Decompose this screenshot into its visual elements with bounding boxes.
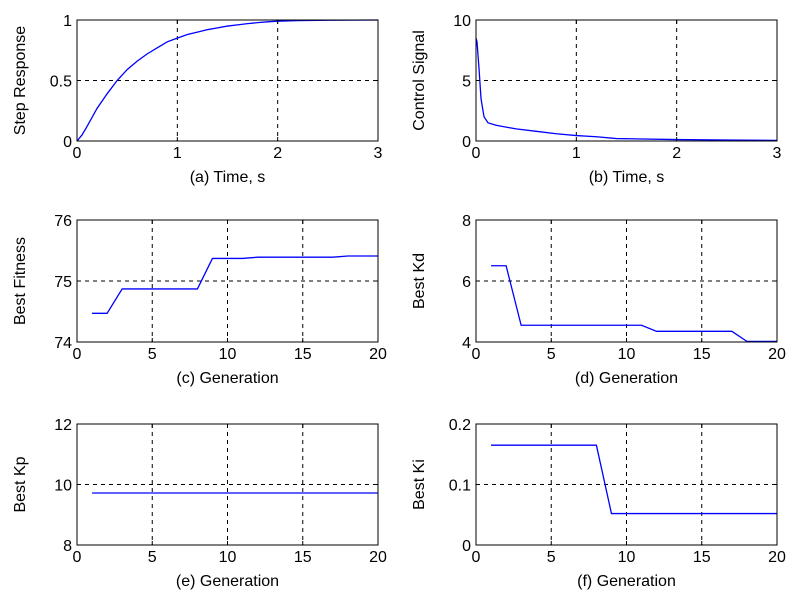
y-tick-label: 0.1 <box>449 478 471 495</box>
x-tick-label: 0 <box>73 145 82 162</box>
plot-area <box>476 20 777 141</box>
x-tick-label: 0 <box>472 145 481 162</box>
x-tick-label: 1 <box>572 145 581 162</box>
x-tick-label: 5 <box>148 549 157 566</box>
x-tick-label: 10 <box>618 346 636 363</box>
x-tick-label: 5 <box>547 346 556 363</box>
chart-panel-1: 0 1 2 3 0 0.5 1 (a) Time, s Step Response <box>12 13 383 186</box>
x-tick-label: 15 <box>294 346 312 363</box>
y-tick-label: 0.5 <box>50 74 72 91</box>
y-axis-label: Best Fitness <box>12 237 29 325</box>
x-tick-label: 15 <box>693 346 711 363</box>
x-tick-label: 15 <box>294 549 312 566</box>
y-tick-label: 10 <box>54 478 72 495</box>
y-tick-label: 0 <box>63 134 72 151</box>
chart-panel-4: 0 5 10 15 20 4 6 8 (d) Generation Best Kd <box>411 213 786 387</box>
x-tick-label: 3 <box>374 145 383 162</box>
y-tick-label: 12 <box>54 417 72 434</box>
x-tick-label: 0 <box>73 346 82 363</box>
series-line-1 <box>475 37 778 142</box>
x-tick-label: 0 <box>472 549 481 566</box>
y-tick-label: 10 <box>453 13 471 30</box>
x-tick-label: 20 <box>369 549 387 566</box>
x-tick-label: 10 <box>219 549 237 566</box>
x-tick-label: 5 <box>547 549 556 566</box>
x-tick-label: 10 <box>618 549 636 566</box>
x-tick-label: 2 <box>273 145 282 162</box>
chart-panel-6: 0 5 10 15 20 0 0.1 0.2 (f) Generation Best Ki <box>411 417 786 590</box>
x-axis-label: (b) Time, s <box>589 169 665 186</box>
chart-panel-5: 0 5 10 15 20 8 10 12 (e) Generation Best Kp <box>12 417 387 590</box>
y-tick-label: 4 <box>462 335 471 352</box>
y-axis-label: Best Kd <box>411 253 428 309</box>
chart-panel-3: 0 5 10 15 20 74 75 76 (c) Generation Best Fitness <box>12 213 387 387</box>
y-tick-label: 5 <box>462 74 471 91</box>
x-axis-label: (a) Time, s <box>190 169 266 186</box>
x-tick-label: 20 <box>768 346 786 363</box>
series-line-1 <box>76 19 379 142</box>
series-line-1 <box>92 255 378 314</box>
y-axis-label: Step Response <box>12 26 29 136</box>
x-tick-label: 20 <box>768 549 786 566</box>
x-axis-label: (c) Generation <box>176 370 278 387</box>
x-axis-label: (e) Generation <box>176 573 279 590</box>
y-axis-label: Best Kp <box>12 456 29 512</box>
chart-panel-2: 0 1 2 3 0 5 10 (b) Time, s Control Signal <box>411 13 782 186</box>
series-line-1 <box>491 444 777 515</box>
y-tick-label: 76 <box>54 213 72 230</box>
x-tick-label: 20 <box>369 346 387 363</box>
y-tick-label: 0 <box>462 134 471 151</box>
x-tick-label: 3 <box>773 145 782 162</box>
x-tick-label: 15 <box>693 549 711 566</box>
y-tick-label: 0 <box>462 538 471 555</box>
y-tick-label: 75 <box>54 274 72 291</box>
series-line-1 <box>491 265 777 343</box>
y-axis-label: Best Ki <box>411 459 428 510</box>
y-tick-label: 0.2 <box>449 417 471 434</box>
y-tick-label: 8 <box>63 538 72 555</box>
x-axis-label: (f) Generation <box>577 573 676 590</box>
x-axis-label: (d) Generation <box>575 370 678 387</box>
x-tick-label: 5 <box>148 346 157 363</box>
y-axis-label: Control Signal <box>411 30 428 131</box>
plot-area <box>77 20 378 141</box>
x-tick-label: 0 <box>472 346 481 363</box>
y-tick-label: 6 <box>462 274 471 291</box>
y-tick-label: 8 <box>462 213 471 230</box>
x-tick-label: 10 <box>219 346 237 363</box>
x-tick-label: 1 <box>173 145 182 162</box>
y-tick-label: 74 <box>54 335 72 352</box>
x-tick-label: 2 <box>672 145 681 162</box>
y-tick-label: 1 <box>63 13 72 30</box>
x-tick-label: 0 <box>73 549 82 566</box>
